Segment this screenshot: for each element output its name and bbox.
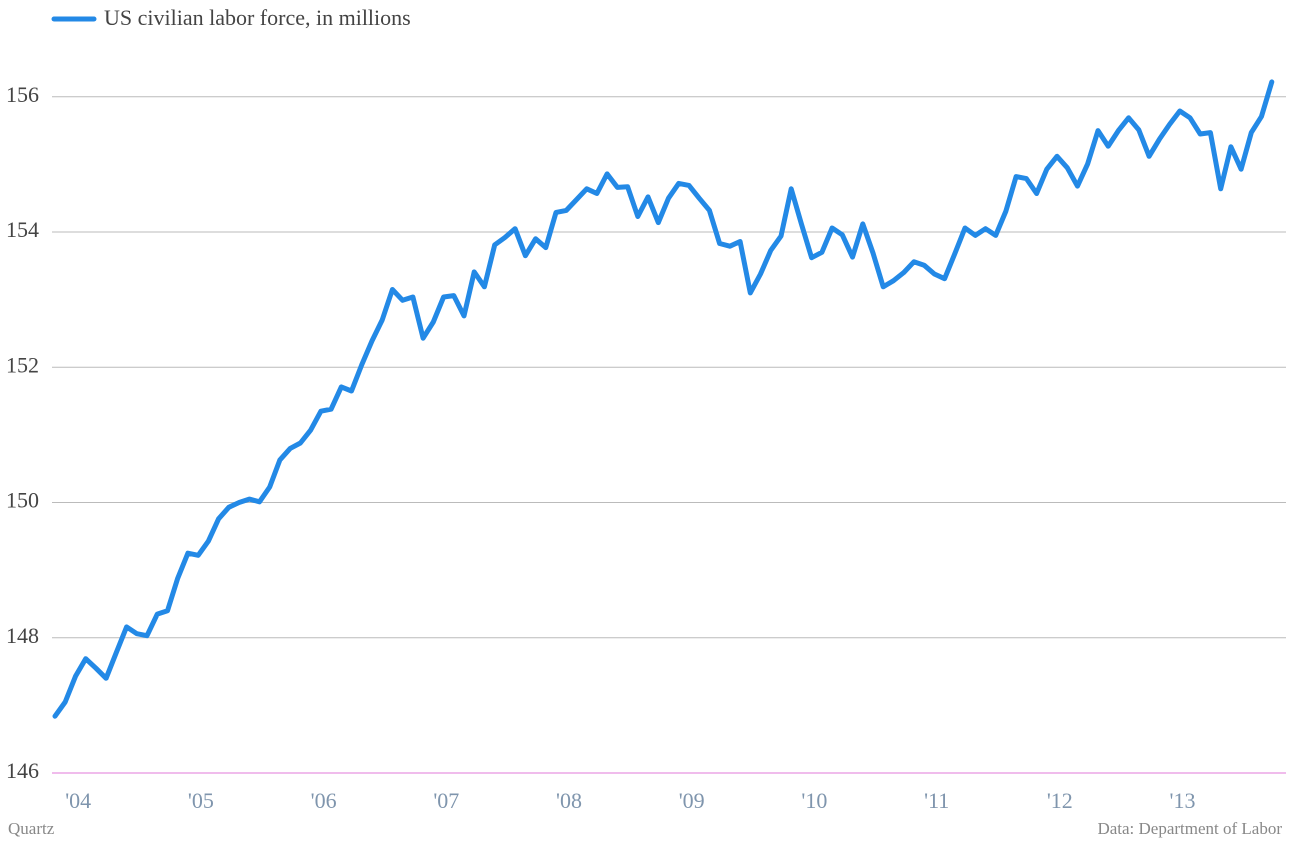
x-tick-label: '04 — [65, 788, 91, 813]
x-tick-label: '07 — [433, 788, 459, 813]
x-tick-label: '13 — [1170, 788, 1196, 813]
x-tick-label: '11 — [924, 788, 949, 813]
y-tick-label: 146 — [6, 758, 39, 783]
y-tick-label: 156 — [6, 82, 39, 107]
credit: Quartz — [8, 819, 55, 838]
data-line — [52, 79, 1275, 719]
x-tick-label: '10 — [801, 788, 827, 813]
y-tick-label: 148 — [6, 623, 39, 648]
x-tick-label: '06 — [311, 788, 337, 813]
y-tick-label: 152 — [6, 352, 39, 377]
y-tick-label: 154 — [6, 217, 39, 242]
legend-label: US civilian labor force, in millions — [104, 5, 411, 30]
x-tick-label: '09 — [679, 788, 705, 813]
x-tick-label: '08 — [556, 788, 582, 813]
y-tick-label: 150 — [6, 488, 39, 513]
source: Data: Department of Labor — [1097, 819, 1282, 838]
x-tick-label: '12 — [1047, 788, 1073, 813]
x-tick-label: '05 — [188, 788, 214, 813]
